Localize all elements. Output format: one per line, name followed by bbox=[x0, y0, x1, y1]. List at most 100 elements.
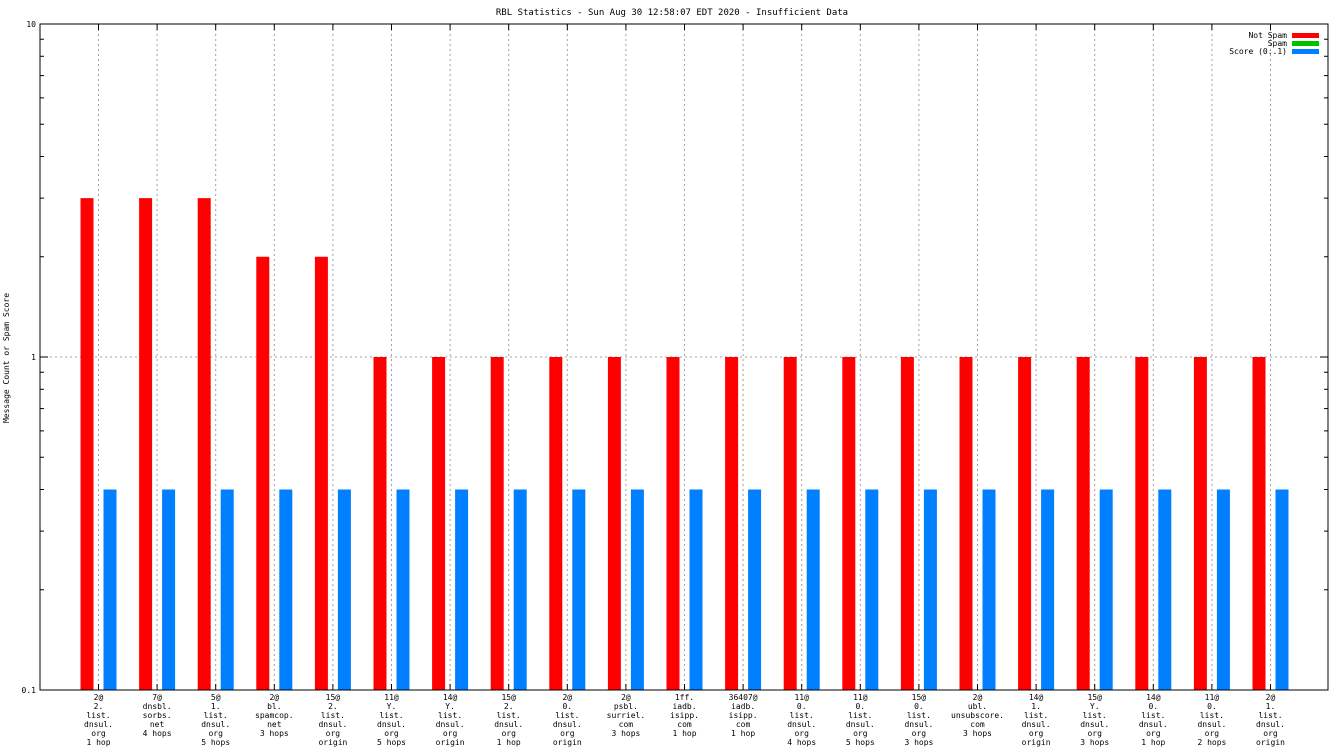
x-category-label-line: 7@ bbox=[152, 693, 162, 702]
x-category-label-line: list. bbox=[321, 711, 345, 720]
x-category-label-line: 3 hops bbox=[963, 729, 992, 738]
bar-not-spam bbox=[1252, 357, 1266, 690]
x-category-label-line: net bbox=[150, 720, 165, 729]
legend-swatch bbox=[1292, 33, 1319, 38]
x-category-label-line: Y. bbox=[387, 702, 397, 711]
x-category-label-line: org bbox=[1087, 729, 1102, 738]
x-category-label-line: 15@ bbox=[1087, 693, 1102, 702]
bar-not-spam bbox=[1076, 357, 1090, 690]
x-category-label-line: list. bbox=[907, 711, 931, 720]
x-category-label-line: 15@ bbox=[912, 693, 927, 702]
bar-score bbox=[1216, 489, 1230, 690]
bar-not-spam bbox=[842, 357, 856, 690]
bar-score bbox=[1158, 489, 1172, 690]
x-category-label-line: 5 hops bbox=[377, 738, 406, 747]
bar-score bbox=[1041, 489, 1055, 690]
x-category-label: 15@ 0. list. dnsul. org 3 hops bbox=[904, 693, 933, 747]
x-category-label-line: dnsul. bbox=[494, 720, 523, 729]
bar-not-spam bbox=[256, 256, 270, 690]
x-category-label-line: list. bbox=[1141, 711, 1165, 720]
x-category-label-line: 2. bbox=[328, 702, 338, 711]
bar-not-spam bbox=[549, 357, 563, 690]
bar-score bbox=[220, 489, 234, 690]
x-category-label-line: 5@ bbox=[211, 693, 221, 702]
x-category-label-line: org bbox=[384, 729, 399, 738]
bar-score bbox=[162, 489, 176, 690]
x-category-label-line: 1 hop bbox=[1141, 738, 1165, 747]
bar-not-spam bbox=[607, 357, 621, 690]
x-category-label-line: 1 hop bbox=[672, 729, 696, 738]
x-category-label-line: net bbox=[267, 720, 282, 729]
legend-label: Score (0..1) bbox=[1229, 47, 1287, 56]
bar-score bbox=[630, 489, 644, 690]
bar-score bbox=[337, 489, 351, 690]
x-category-label-line: dnsul. bbox=[84, 720, 113, 729]
x-category-label: 2@ 2. list. dnsul. org 1 hop bbox=[84, 693, 113, 747]
x-category-label-line: origin bbox=[1256, 738, 1285, 747]
x-category-label-line: 5 hops bbox=[201, 738, 230, 747]
x-category-label: 14@ Y. list. dnsul. org origin bbox=[436, 693, 465, 747]
x-category-label-line: dnsbl. bbox=[143, 702, 172, 711]
x-category-label: 15@ 2. list. dnsul. org 1 hop bbox=[494, 693, 523, 747]
bar-not-spam bbox=[490, 357, 504, 690]
bar-score bbox=[806, 489, 820, 690]
x-category-label-line: dnsul. bbox=[201, 720, 230, 729]
x-category-label-line: dnsul. bbox=[1139, 720, 1168, 729]
x-category-label-line: 5 hops bbox=[846, 738, 875, 747]
x-category-label-line: org bbox=[501, 729, 516, 738]
grid-lines bbox=[40, 24, 1328, 690]
x-category-label: 11@ 0. list. dnsul. org 5 hops bbox=[846, 693, 875, 747]
x-category-label-line: 1. bbox=[211, 702, 221, 711]
x-category-label-line: org bbox=[912, 729, 927, 738]
x-category-label-line: Y. bbox=[1090, 702, 1100, 711]
x-category-label-line: 2@ bbox=[562, 693, 572, 702]
x-category-label-line: iadb. bbox=[731, 702, 755, 711]
x-category-label-line: org bbox=[326, 729, 341, 738]
x-category-label-line: 2. bbox=[94, 702, 104, 711]
x-category-label: 11@ Y. list. dnsul. org 5 hops bbox=[377, 693, 406, 747]
x-category-label-line: iadb. bbox=[672, 702, 696, 711]
x-category-label-line: org bbox=[91, 729, 106, 738]
y-axis-label: Message Count or Spam Score bbox=[2, 293, 11, 423]
x-category-label-line: list. bbox=[790, 711, 814, 720]
y-tick-label: 1 bbox=[31, 353, 36, 362]
x-category-label-line: dnsul. bbox=[377, 720, 406, 729]
bar-score bbox=[748, 489, 762, 690]
x-category-label-line: 3 hops bbox=[1080, 738, 1109, 747]
x-category-label-line: 2@ bbox=[269, 693, 279, 702]
x-category-label-line: 1. bbox=[1031, 702, 1041, 711]
x-category-label: 1ff. iadb. isipp. com 1 hop bbox=[670, 693, 699, 738]
x-category-label-line: dnsul. bbox=[787, 720, 816, 729]
x-category-label-line: org bbox=[853, 729, 868, 738]
x-category-label: 36407@ iadb. isipp. com 1 hop bbox=[729, 693, 758, 738]
x-category-label-line: 0. bbox=[855, 702, 865, 711]
x-category-label-line: 15@ bbox=[501, 693, 516, 702]
bar-not-spam bbox=[783, 357, 797, 690]
x-category-label: 5@ 1. list. dnsul. org 5 hops bbox=[201, 693, 230, 747]
x-category-label-line: dnsul. bbox=[553, 720, 582, 729]
x-category-label: 15@ 2. list. dnsul. org origin bbox=[318, 693, 347, 747]
x-category-label: 2@ ubl. unsubscore. com 3 hops bbox=[951, 693, 1004, 738]
bar-not-spam bbox=[1018, 357, 1032, 690]
x-category-label-line: dnsul. bbox=[1080, 720, 1109, 729]
x-category-label-line: 11@ bbox=[384, 693, 399, 702]
bar-not-spam bbox=[80, 198, 94, 690]
bar-not-spam bbox=[666, 357, 680, 690]
x-category-label: 14@ 1. list. dnsul. org origin bbox=[1022, 693, 1051, 747]
x-category-label-line: dnsul. bbox=[904, 720, 933, 729]
x-category-label: 2@ 0. list. dnsul. org origin bbox=[553, 693, 582, 747]
x-category-label-line: com bbox=[736, 720, 751, 729]
x-category-label-line: org bbox=[794, 729, 809, 738]
x-category-label-line: 0. bbox=[797, 702, 807, 711]
bar-score bbox=[455, 489, 469, 690]
x-category-label-line: org bbox=[443, 729, 458, 738]
bars-group bbox=[80, 198, 1289, 690]
x-category-label-line: 2@ bbox=[94, 693, 104, 702]
bar-not-spam bbox=[959, 357, 973, 690]
bar-not-spam bbox=[139, 198, 153, 690]
bar-not-spam bbox=[725, 357, 739, 690]
x-category-label-line: 2. bbox=[504, 702, 514, 711]
x-category-label-line: 2 hops bbox=[1197, 738, 1226, 747]
